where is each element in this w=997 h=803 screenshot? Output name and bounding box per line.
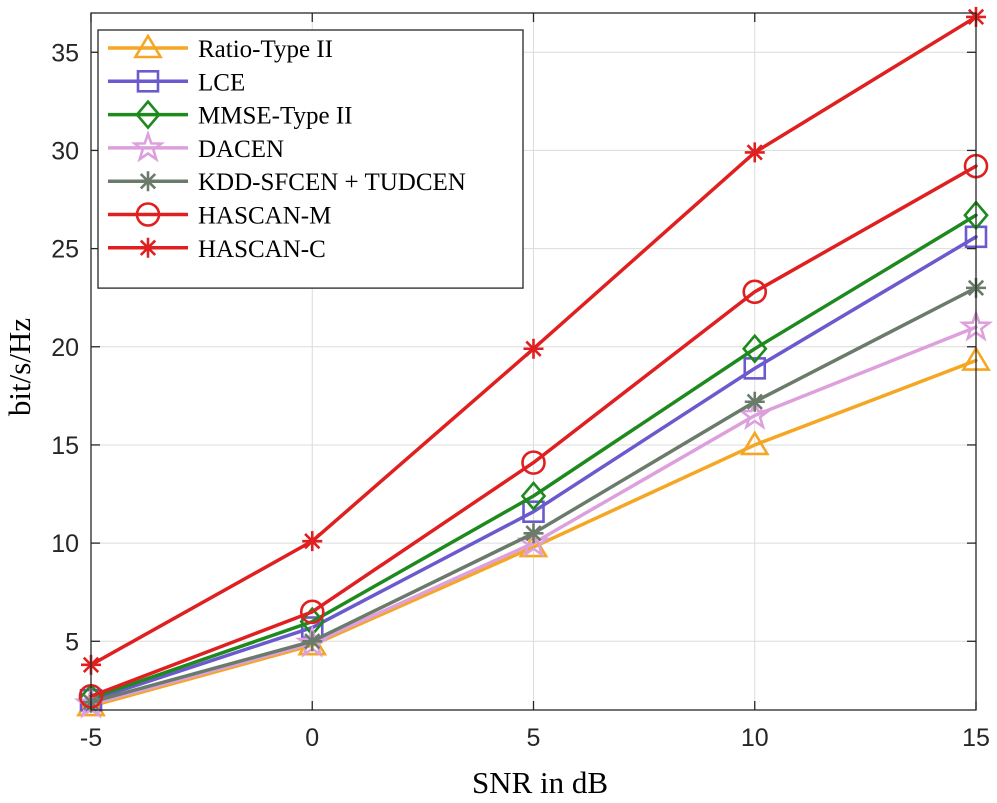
legend-entry: HASCAN-M [108, 202, 331, 230]
series-line [89, 164, 978, 699]
legend-label: HASCAN-M [198, 203, 331, 230]
legend-swatch-marker [135, 202, 161, 227]
data-point [523, 338, 544, 359]
legend-label: Ratio-Type II [198, 36, 333, 63]
y-tick-label: 25 [51, 236, 79, 264]
series-line [89, 358, 978, 708]
data-point [739, 430, 770, 456]
legend-entry: DACEN [108, 129, 284, 163]
legend-swatch-marker [130, 129, 166, 163]
legend-label: KDD-SFCEN + TUDCEN [198, 169, 466, 196]
y-axis-title: bit/s/Hz [2, 318, 37, 416]
legend-box [97, 29, 524, 289]
legend-swatch-marker [133, 33, 163, 59]
legend-entry: KDD-SFCEN + TUDCEN [108, 169, 466, 196]
legend-entry: MMSE-Type II [108, 99, 352, 130]
y-tick-label: 30 [51, 137, 79, 165]
y-tick-label: 20 [51, 334, 79, 362]
data-point [521, 450, 546, 475]
y-tick-label: 10 [51, 530, 79, 558]
data-point [742, 279, 768, 305]
data-point [522, 500, 545, 523]
x-tick-label: 15 [962, 724, 990, 752]
data-point [743, 357, 767, 380]
legend-label: DACEN [198, 136, 284, 163]
legend-swatch-marker [136, 70, 160, 93]
legend-label: HASCAN-C [198, 236, 326, 263]
data-point [520, 480, 547, 511]
data-point [523, 523, 544, 544]
x-tick-label: -5 [80, 724, 102, 752]
legend-entry: LCE [108, 69, 245, 96]
series-line [89, 235, 978, 702]
x-tick-label: 0 [305, 724, 319, 752]
data-point [302, 531, 323, 552]
legend-swatch-marker [138, 171, 158, 192]
legend-swatch-marker [135, 99, 161, 130]
axes: -5 0 5 10 15 5 10 15 20 25 30 35 [51, 12, 990, 752]
series-line [89, 213, 978, 700]
plot-area [73, 6, 994, 719]
y-tick-label: 5 [65, 628, 79, 656]
legend-entry: HASCAN-C [108, 236, 326, 263]
legend: Ratio-Type II LCE MMSE-Type II DACEN KDD-SFC… [97, 29, 524, 289]
data-point [299, 599, 325, 625]
data-point [744, 142, 765, 163]
data-point [744, 391, 765, 412]
y-tick-label: 35 [51, 39, 79, 67]
data-point [302, 631, 323, 652]
y-tick-label: 15 [51, 432, 79, 460]
data-point [737, 397, 772, 431]
x-axis-title: SNR in dB [472, 765, 608, 800]
legend-swatch-marker [138, 237, 158, 258]
legend-entry: Ratio-Type II [108, 33, 333, 63]
x-tick-label: 5 [527, 724, 541, 752]
legend-label: MMSE-Type II [198, 103, 352, 130]
x-tick-label: 10 [741, 724, 769, 752]
legend-label: LCE [198, 69, 245, 96]
data-point [741, 333, 768, 364]
